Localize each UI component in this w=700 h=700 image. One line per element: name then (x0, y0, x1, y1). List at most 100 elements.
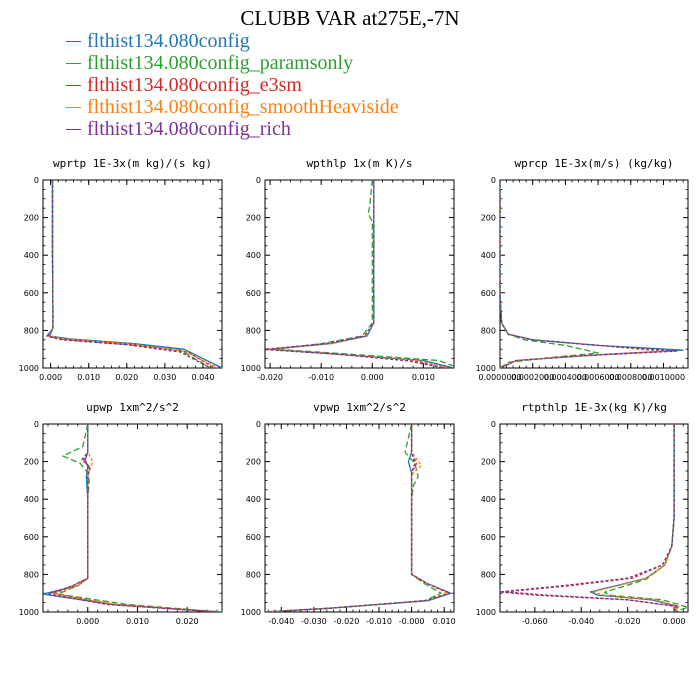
series-line (265, 424, 449, 612)
x-tick-label: -0.060 (522, 617, 548, 626)
series-line (603, 424, 688, 612)
series-line (265, 424, 452, 612)
panel-title: upwp 1xm^2/s^2 (86, 401, 179, 414)
x-tick-label: 0.030 (153, 373, 176, 382)
y-tick-label: 200 (481, 214, 496, 223)
y-tick-label: 0 (34, 420, 39, 429)
y-tick-label: 200 (246, 214, 261, 223)
series-line (589, 424, 680, 612)
panel-title: vpwp 1xm^2/s^2 (313, 401, 406, 414)
series-line (500, 180, 599, 368)
x-tick-label: -0.010 (366, 617, 392, 626)
legend-line-purple (66, 128, 81, 130)
y-tick-label: 200 (24, 214, 39, 223)
chart-panel: rtpthlp 1E-3x(kg K)/kg 0 200 400 600 800 1000 -… (476, 401, 689, 626)
x-tick-label: 0.000 (76, 617, 99, 626)
x-tick-label: 0.020 (115, 373, 138, 382)
x-tick-label: 0.000 (663, 617, 686, 626)
y-tick-label: 600 (246, 533, 261, 542)
y-tick-label: 0 (491, 176, 496, 185)
series-group (500, 424, 688, 612)
plot-frame (264, 179, 455, 369)
y-tick-label: 0 (256, 420, 261, 429)
series-line (269, 180, 454, 368)
legend: flthist134.080config flthist134.080confi… (66, 30, 399, 140)
y-tick-label: 1000 (476, 364, 496, 373)
x-tick-label: -0.030 (301, 617, 327, 626)
plot-frame (499, 423, 689, 613)
series-group (500, 180, 684, 368)
series-line (269, 180, 450, 368)
legend-item: flthist134.080config_smoothHeaviside (66, 96, 399, 118)
legend-line-blue (66, 40, 81, 42)
y-tick-label: 800 (24, 570, 39, 579)
legend-line-red (66, 84, 81, 86)
series-group (265, 180, 454, 368)
y-tick-label: 400 (246, 251, 261, 260)
series-line (265, 424, 452, 612)
page-title: CLUBB VAR at275E,-7N (240, 6, 460, 30)
series-line (592, 424, 680, 612)
legend-label: flthist134.080config_rich (87, 118, 291, 140)
series-group (43, 424, 222, 612)
panel-title: rtpthlp 1E-3x(kg K)/kg (521, 401, 667, 414)
x-tick-label: -0.040 (268, 617, 294, 626)
series-line (500, 424, 678, 612)
x-tick-label: 0.000 (39, 373, 62, 382)
y-tick-label: 200 (481, 458, 496, 467)
y-tick-label: 1000 (19, 364, 39, 373)
legend-label: flthist134.080config (87, 30, 250, 52)
y-tick-label: 800 (24, 326, 39, 335)
panel-title: wprcp 1E-3x(m/s) (kg/kg) (515, 157, 674, 170)
y-tick-label: 400 (481, 251, 496, 260)
legend-item: flthist134.080config_e3sm (66, 74, 399, 96)
x-tick-label: -0.020 (615, 617, 641, 626)
x-tick-label: -0.000 (399, 617, 425, 626)
x-tick-label: 0.020 (176, 617, 199, 626)
y-tick-label: 1000 (241, 364, 261, 373)
y-tick-label: 400 (24, 495, 39, 504)
x-tick-label: 0.0002000 (511, 373, 554, 382)
y-tick-label: 800 (481, 326, 496, 335)
series-line (265, 180, 444, 368)
y-tick-label: 200 (24, 458, 39, 467)
chart-panel: upwp 1xm^2/s^2 0 200 400 600 800 1000 0.000 0.01… (19, 401, 223, 626)
legend-label: flthist134.080config_paramsonly (87, 52, 354, 74)
legend-label: flthist134.080config_smoothHeaviside (87, 96, 399, 118)
chart-panel: vpwp 1xm^2/s^2 0 200 400 600 800 1000 -0.040 -0.… (241, 401, 456, 626)
y-tick-label: 600 (481, 533, 496, 542)
x-tick-label: 0.010 (77, 373, 100, 382)
series-line (52, 424, 218, 612)
y-tick-label: 1000 (19, 608, 39, 617)
series-group (46, 180, 222, 368)
x-tick-label: 0.0010000 (642, 373, 685, 382)
y-tick-label: 400 (24, 251, 39, 260)
y-tick-label: 600 (481, 289, 496, 298)
x-tick-label: 0.0008000 (609, 373, 652, 382)
x-tick-label: 0.0006000 (576, 373, 619, 382)
series-line (52, 424, 218, 612)
x-tick-label: -0.020 (334, 617, 360, 626)
x-tick-label: 0.000 (361, 373, 384, 382)
legend-line-orange (66, 106, 81, 108)
series-line (265, 180, 450, 368)
series-line (48, 180, 219, 368)
x-tick-label: -0.010 (308, 373, 334, 382)
series-group (265, 424, 452, 612)
x-tick-label: 0.010 (412, 373, 435, 382)
series-line (265, 424, 442, 612)
y-tick-label: 600 (24, 533, 39, 542)
y-tick-label: 400 (246, 495, 261, 504)
y-tick-label: 0 (256, 176, 261, 185)
chart-panel: wprtp 1E-3x(m kg)/(s kg) 0 200 400 600 800 100… (19, 157, 223, 382)
legend-line-green (66, 62, 81, 64)
legend-item: flthist134.080config (66, 30, 399, 52)
legend-item: flthist134.080config_rich (66, 118, 399, 140)
x-tick-label: 0.010 (433, 617, 456, 626)
y-tick-label: 0 (491, 420, 496, 429)
series-line (57, 424, 222, 612)
x-tick-label: 0.0000000 (478, 373, 521, 382)
x-tick-label: 0.0004000 (544, 373, 587, 382)
y-tick-label: 1000 (476, 608, 496, 617)
